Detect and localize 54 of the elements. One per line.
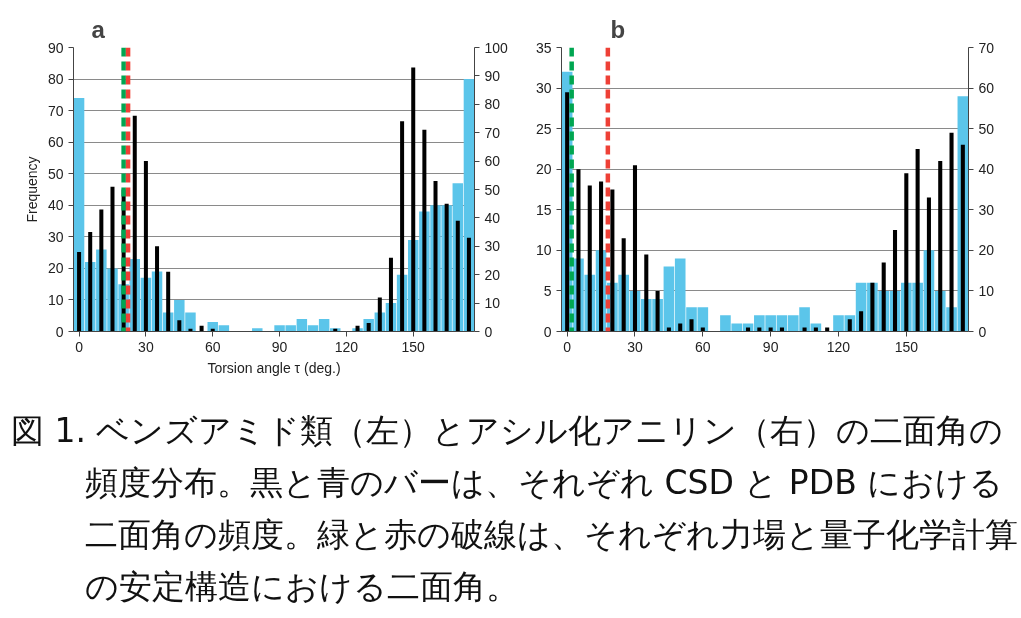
y2-tick-label: 40 [978,161,995,178]
x-tick-label: 150 [401,338,426,355]
y-tick-label: 0 [543,323,552,340]
y-tick-label: 30 [535,80,552,97]
y2-tick-label: 70 [978,39,995,56]
y2-tick-label: 70 [484,124,501,141]
y2-tick-label: 60 [978,80,995,97]
y-tick-label: 25 [535,120,552,137]
y2-tick-label: 30 [484,238,501,255]
y2-tick-label: 10 [978,282,995,299]
chart-title: a [91,15,106,43]
chart-title: b [610,15,626,43]
y2-tick-label: 50 [484,181,501,198]
y2-tick-label: 30 [978,201,995,218]
y2-tick-label: 80 [484,96,501,113]
x-tick-label: 30 [627,338,643,355]
y-tick-label: 0 [55,323,64,340]
y2-tick-label: 0 [484,323,493,340]
y-tick-label: 50 [47,165,64,182]
y-tick-label: 60 [47,134,64,151]
y2-tick-label: 40 [484,209,501,226]
y-tick-label: 20 [535,161,552,178]
y-tick-label: 70 [47,102,64,119]
y2-tick-label: 50 [978,120,995,137]
y-tick-label: 15 [535,201,552,218]
x-tick-label: 120 [334,338,359,355]
y-tick-label: 5 [543,282,552,299]
x-tick-label: 90 [271,338,288,355]
x-tick-label: 90 [762,338,779,355]
y2-tick-label: 100 [484,39,509,56]
x-tick-label: 0 [75,338,84,355]
y-tick-label: 20 [47,260,64,277]
y-tick-label: 30 [47,228,64,245]
y-tick-label: 40 [47,197,64,214]
y-tick-label: 10 [47,291,64,308]
y-tick-label: 80 [47,71,64,88]
y2-tick-label: 10 [484,295,501,312]
y-tick-label: 10 [535,242,552,259]
x-tick-label: 60 [204,338,221,355]
y2-tick-label: 20 [978,242,995,259]
x-tick-label: 30 [138,338,154,355]
x-axis-title: Torsion angle τ (deg.) [207,359,341,376]
y-axis-title: Frequency [23,156,40,223]
y-tick-label: 90 [47,39,64,56]
y2-tick-label: 90 [484,67,501,84]
x-tick-label: 0 [563,338,572,355]
y2-tick-label: 20 [484,266,501,283]
caption: 図 1. ベンズアミド類（左）とアシル化アニリン（右）の二面角の頻度分布。黒と青のバーは、それぞれ CSD と PDB における二面角の頻度。緑と赤の破線は、それぞれ力場と量子化学計算の安定構造における二面角。 [10,410,1019,608]
x-tick-label: 120 [826,338,851,355]
y2-tick-label: 0 [978,323,987,340]
y-tick-label: 35 [535,39,552,56]
y2-tick-label: 60 [484,153,501,170]
x-tick-label: 60 [695,338,711,355]
x-tick-label: 150 [894,338,919,355]
